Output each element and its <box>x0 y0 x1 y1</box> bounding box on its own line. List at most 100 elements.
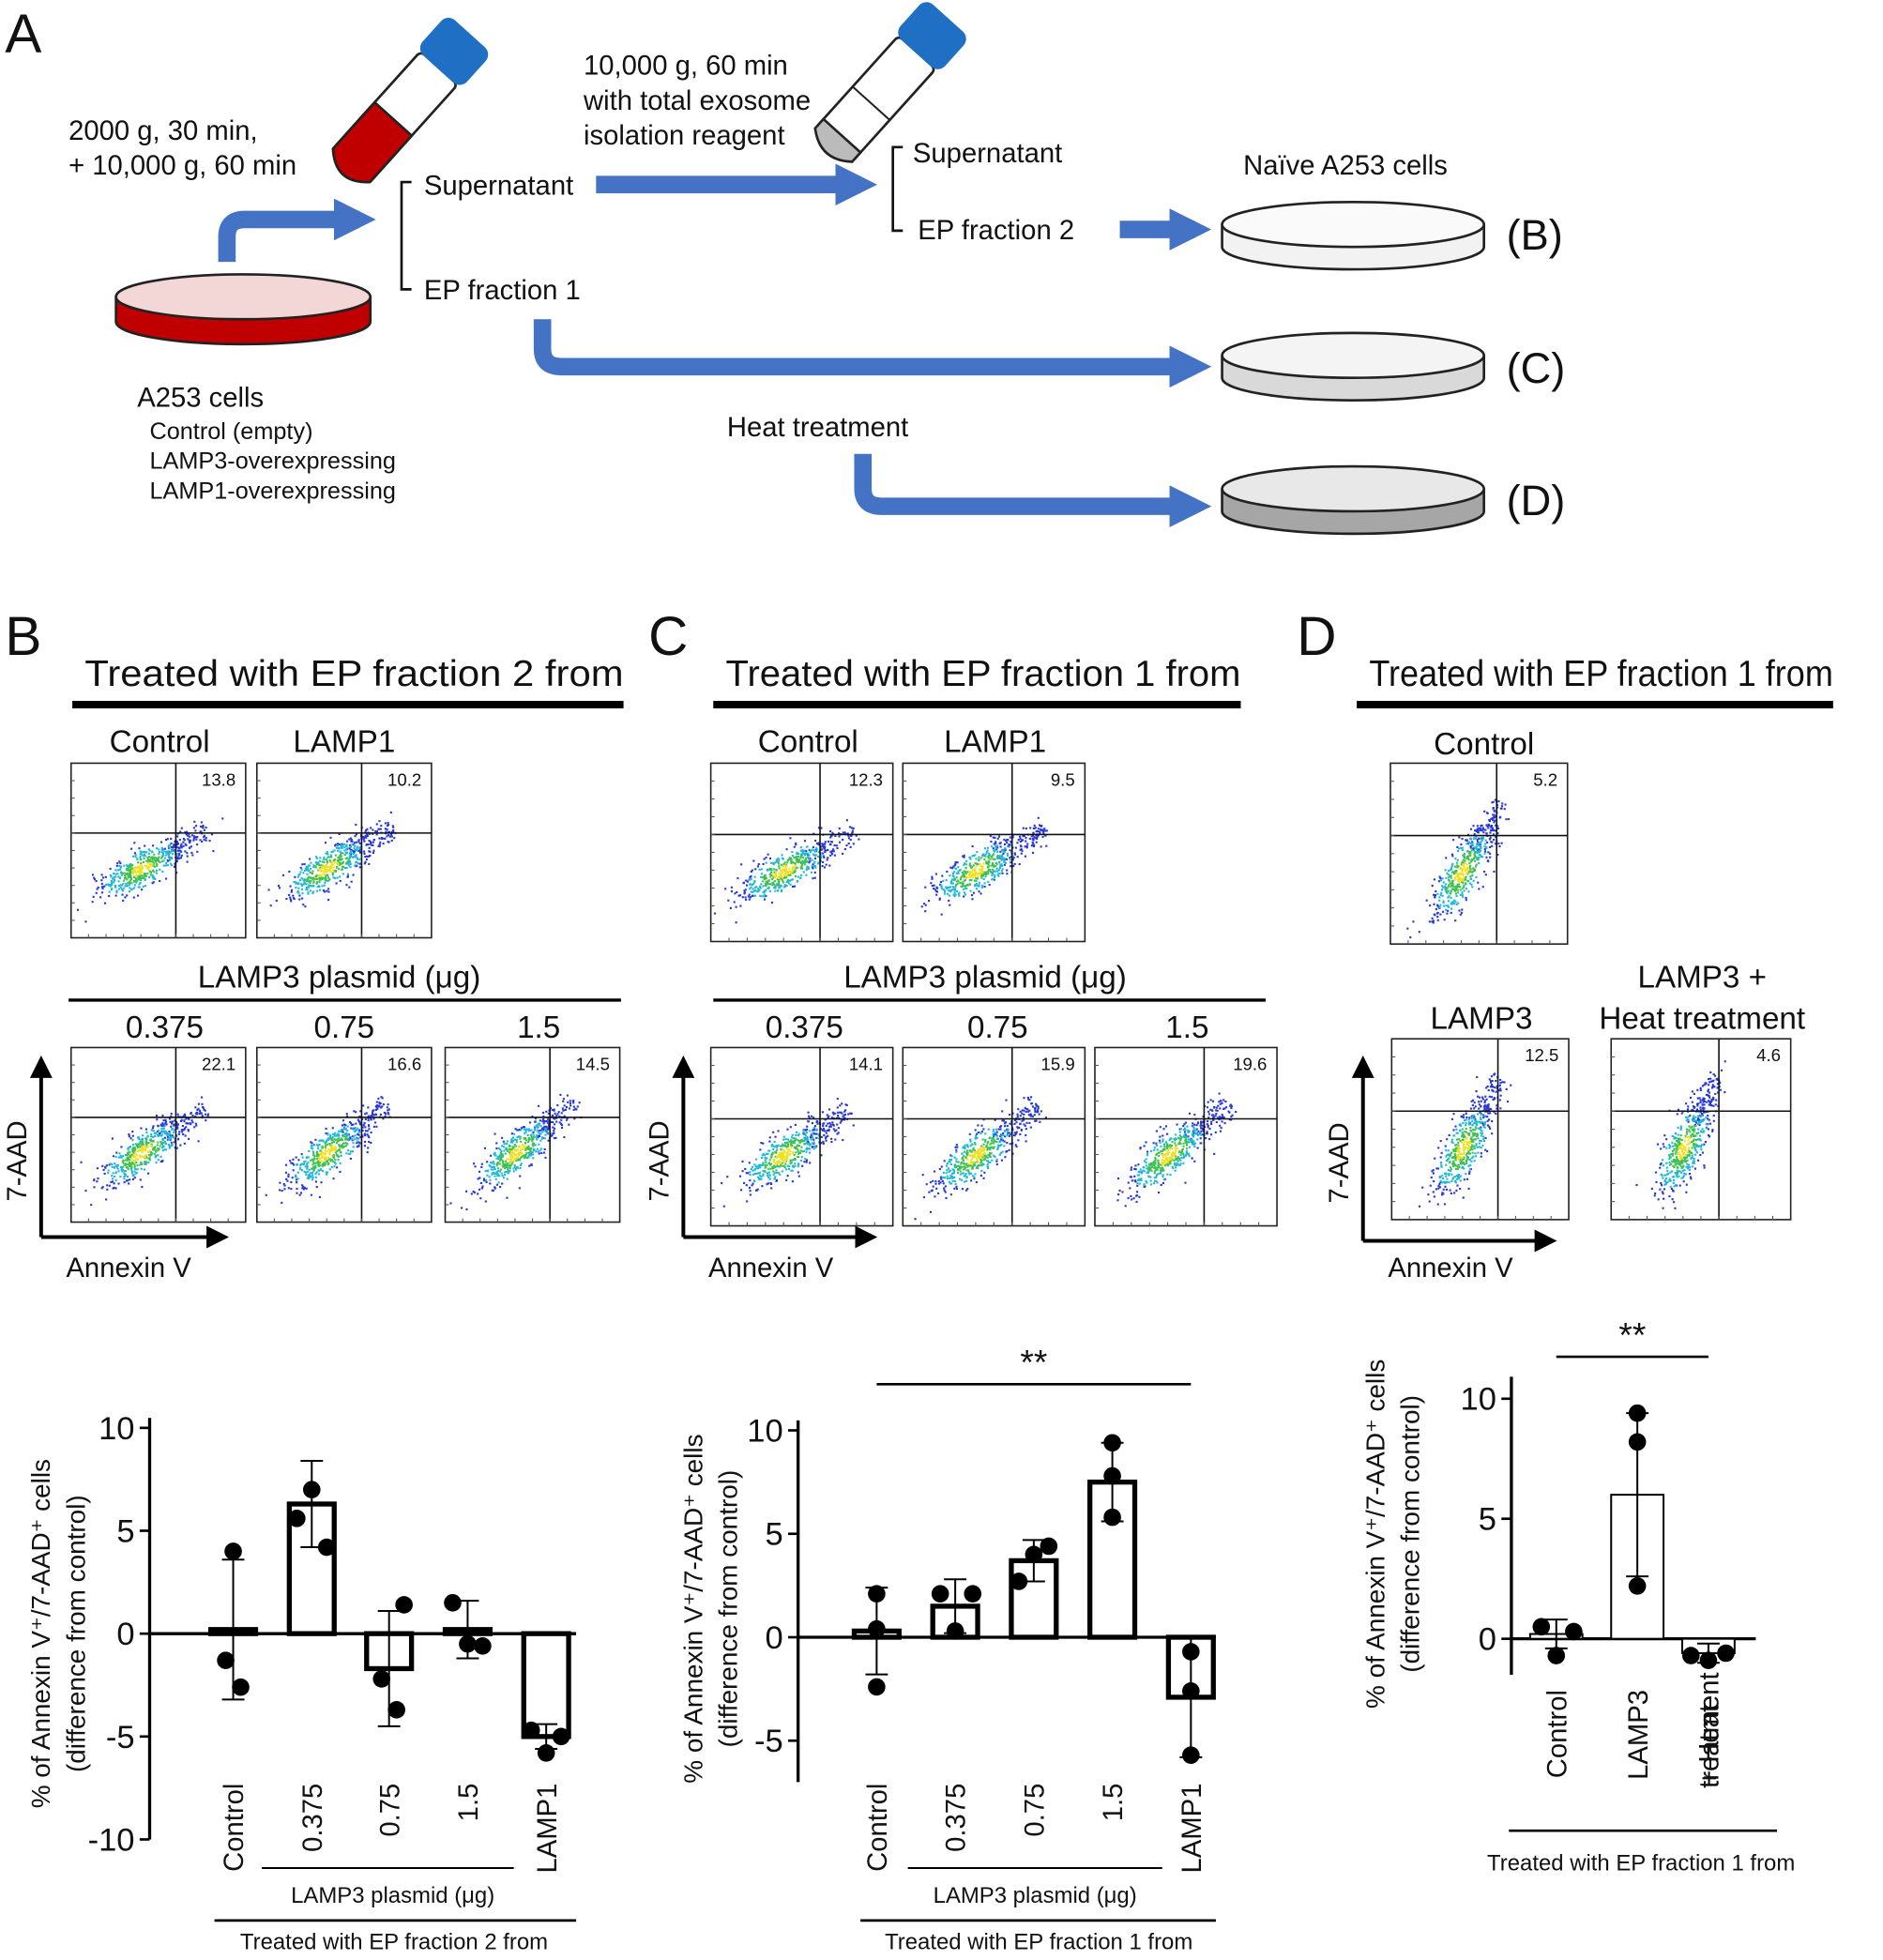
event-dots <box>1116 1092 1238 1208</box>
event-dots <box>1669 1125 1699 1172</box>
data-point <box>395 1596 413 1614</box>
x-tick-label: 0.375 <box>298 1784 328 1852</box>
diagram-text: + 10,000 g, 60 min <box>68 151 296 181</box>
plot-label: 0.375 <box>126 1010 204 1045</box>
data-point <box>1628 1577 1647 1595</box>
axis-title: Annexin V <box>1388 1253 1513 1284</box>
y-tick-label: -10 <box>88 1822 135 1858</box>
y-tick-label: 10 <box>99 1411 134 1447</box>
x-tick-label: Control <box>1542 1690 1572 1778</box>
quadrant-percent: 13.8 <box>202 769 235 789</box>
plot-label: 1.5 <box>1165 1010 1208 1045</box>
event-dots <box>966 1146 986 1165</box>
y-axis-title: % of Annexin V⁺/7-AAD⁺ cells <box>1360 1360 1389 1709</box>
y-tick-label: 10 <box>1461 1382 1496 1418</box>
data-point <box>387 1701 405 1719</box>
flow-plot-frame <box>709 762 894 943</box>
x-tick-label: LAMP1 <box>533 1784 563 1874</box>
data-point <box>217 1651 235 1669</box>
plot-label: Control <box>110 724 210 759</box>
event-dots <box>120 853 164 885</box>
footer-label: Treated with EP fraction 1 from <box>1487 1851 1795 1876</box>
event-dots <box>764 1138 807 1173</box>
data-point <box>522 1721 540 1740</box>
significance-label: ** <box>1618 1314 1646 1354</box>
event-dots <box>495 1135 536 1171</box>
panel-title: Treated with EP fraction 1 from <box>1369 654 1832 694</box>
data-point <box>537 1744 555 1762</box>
quadrant-percent: 12.5 <box>1525 1045 1558 1065</box>
footer-label: Treated with EP fraction 1 from <box>885 1929 1192 1954</box>
tube-red <box>331 18 489 184</box>
event-dots <box>1660 1110 1708 1188</box>
diagram-text: Supernatant <box>424 171 573 201</box>
event-dots <box>955 1137 998 1173</box>
event-dots <box>317 1144 338 1162</box>
event-dots <box>121 1138 164 1171</box>
group-label: LAMP3 plasmid (μg) <box>934 1883 1137 1908</box>
panel-title: Treated with EP fraction 1 from <box>726 654 1241 694</box>
quadrant-percent: 4.6 <box>1756 1045 1781 1065</box>
label-line: + Heat <box>1695 1705 1725 1786</box>
data-point <box>1103 1508 1121 1527</box>
data-point <box>931 1585 949 1603</box>
quadrant-percent: 12.3 <box>849 769 883 789</box>
event-dots <box>1676 1135 1692 1161</box>
event-dots <box>104 843 179 894</box>
data-point <box>868 1678 886 1696</box>
x-tick-label: + Heattreatment <box>1695 1672 1725 1787</box>
label-line: treatment <box>1695 1672 1725 1787</box>
event-dots <box>1453 861 1470 884</box>
data-point <box>1682 1647 1700 1664</box>
data-point <box>1010 1573 1028 1590</box>
dish-cells <box>114 273 372 346</box>
data-point <box>1717 1644 1735 1663</box>
data-point <box>372 1670 391 1688</box>
plot-label: 0.75 <box>967 1010 1028 1045</box>
cell-line: LAMP1-overexpressing <box>149 479 395 505</box>
data-point <box>1532 1618 1551 1636</box>
data-point <box>444 1593 462 1612</box>
event-dots <box>80 1096 210 1207</box>
panel-a-shapes <box>114 2 1486 536</box>
x-tick-label: Control <box>863 1784 893 1872</box>
diagram-text: Naïve A253 cells <box>1243 151 1448 181</box>
diagram-text: isolation reagent <box>584 121 785 151</box>
event-dots <box>920 816 1048 916</box>
event-dots <box>107 1125 176 1182</box>
x-tick-label: 0.75 <box>1020 1784 1050 1837</box>
y-axis-title: % of Annexin V⁺/7-AAD⁺ cells <box>26 1459 55 1808</box>
dish-label: (D) <box>1507 477 1566 524</box>
data-point <box>1565 1622 1583 1641</box>
x-tick-label: 1.5 <box>454 1784 484 1822</box>
axis-title: 7-AAD <box>3 1120 33 1201</box>
y-tick-label: -5 <box>106 1720 135 1755</box>
data-point <box>964 1585 982 1603</box>
data-point <box>224 1542 242 1560</box>
dish-label: (C) <box>1507 344 1566 392</box>
event-dots <box>1456 1136 1472 1161</box>
event-dots <box>772 1146 795 1165</box>
y-tick-label: 0 <box>1479 1622 1496 1658</box>
data-point <box>1182 1682 1200 1700</box>
diagram-text: A253 cells <box>137 383 264 413</box>
plot-label: Control <box>1434 727 1534 762</box>
dish-b <box>1221 200 1486 271</box>
x-tick-label: LAMP1 <box>1177 1784 1207 1874</box>
flow-arrows <box>218 163 1212 527</box>
x-tick-label: 1.5 <box>1099 1784 1129 1822</box>
event-dots <box>749 845 823 898</box>
data-point <box>1182 1746 1200 1764</box>
x-tick-label: 0.375 <box>942 1784 972 1852</box>
content: A 2000 g, 30 min, + 10,000 g, 60 min Supern… <box>3 4 1833 1955</box>
plot-label: LAMP1 <box>944 724 1046 759</box>
y-tick-label: 10 <box>747 1413 782 1449</box>
diagram-text: 2000 g, 30 min, <box>68 116 258 146</box>
event-dots <box>762 855 808 888</box>
y-tick-label: 5 <box>116 1513 134 1549</box>
data-point <box>1040 1537 1058 1556</box>
quadrant-percent: 14.1 <box>849 1054 883 1073</box>
plot-label: Control <box>758 724 858 759</box>
y-axis-title: (difference from control) <box>1396 1395 1425 1673</box>
quadrant-percent: 16.6 <box>387 1054 421 1073</box>
